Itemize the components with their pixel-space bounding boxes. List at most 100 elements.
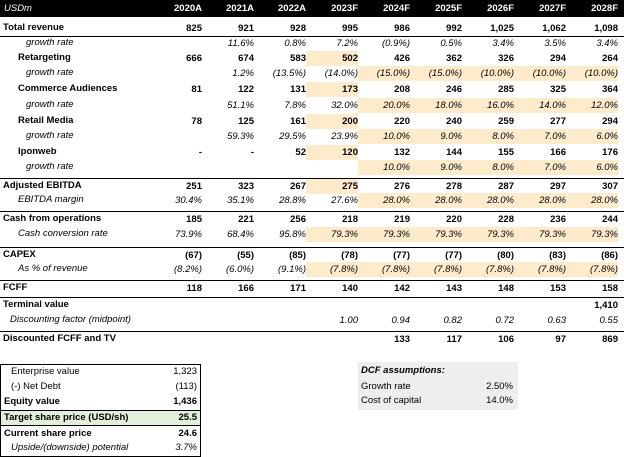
table-cell: 364 [602, 84, 618, 95]
table-cell [150, 36, 202, 51]
unit-label: USDm [4, 3, 32, 14]
row-label: FCFF [3, 282, 28, 293]
row-label: Retail Media [18, 115, 74, 126]
table-cell [358, 298, 410, 313]
table-cell: 0.5% [440, 38, 462, 49]
table-cell: 16.0% [462, 98, 514, 113]
table-cell: (80) [497, 250, 514, 261]
table-cell: (7.8%) [514, 262, 566, 277]
row-label: growth rate [26, 161, 74, 172]
table-cell: 220 [394, 116, 410, 127]
table-cell: 219 [394, 214, 410, 225]
table-cell: 362 [446, 53, 462, 64]
table-cell: 8.0% [462, 129, 514, 144]
table-cell: 285 [498, 84, 514, 95]
table-row: Cash conversion rate 73.9% 68.4% 95.8% 79.3%… [0, 227, 624, 242]
dcf-title: DCF assumptions: [361, 365, 445, 376]
table-cell: 143 [446, 283, 462, 294]
valuation-value: 3.7% [175, 442, 197, 453]
table-cell: 9.0% [410, 129, 462, 144]
row-label: growth rate [26, 99, 74, 110]
table-cell [410, 298, 462, 313]
table-cell: 200 [306, 114, 358, 129]
year-header: 2024F [383, 3, 410, 14]
table-cell [202, 313, 254, 328]
valuation-box: Enterprise value 1,323 (-) Net Debt (113… [0, 364, 201, 457]
table-cell: 995 [342, 23, 358, 34]
table-cell: 0.72 [495, 315, 515, 326]
table-row: As % of revenue (8.2%) (6.0%) (9.1%) (7.8%)(… [0, 262, 624, 277]
table-cell: 79.3% [410, 227, 462, 242]
table-cell: 79.3% [566, 227, 618, 242]
row-label: Terminal value [3, 299, 69, 310]
table-cell: 297 [550, 181, 566, 192]
table-cell: 97 [555, 334, 566, 345]
table-cell: 244 [602, 214, 618, 225]
table-cell: (55) [237, 250, 254, 261]
table-cell: 1,025 [490, 23, 514, 34]
table-cell: 326 [498, 53, 514, 64]
row-label: Adjusted EBITDA [3, 180, 82, 191]
table-header: USDm 2020A 2021A 2022A 2023F 2024F 2025F… [0, 0, 624, 17]
table-cell: 992 [446, 23, 462, 34]
table-cell: (0.9%) [382, 38, 410, 49]
valuation-label: Upside/(downside) potential [11, 442, 129, 453]
table-cell [306, 332, 358, 347]
table-cell: 825 [186, 23, 202, 34]
table-cell: 7.0% [514, 129, 566, 144]
table-cell: (14.0%) [324, 68, 358, 79]
table-row: Adjusted EBITDA 251 323 267 275 276 278 287 297 3… [0, 178, 624, 194]
table-cell: (7.8%) [410, 262, 462, 277]
table-cell: 277 [550, 116, 566, 127]
table-cell: 122 [238, 84, 254, 95]
table-cell [462, 298, 514, 313]
dcf-row: Growth rate 2.50% [361, 381, 515, 392]
table-cell: 125 [238, 116, 254, 127]
table-cell: 161 [290, 116, 306, 127]
year-header: 2022A [278, 3, 306, 14]
table-cell: 140 [342, 283, 358, 294]
table-cell: 426 [394, 53, 410, 64]
table-row: Total revenue 825 921 928 995 986 992 1,025 1,06… [0, 21, 624, 37]
table-cell: 185 [186, 214, 202, 225]
table-cell: 259 [498, 116, 514, 127]
row-label: growth rate [26, 67, 74, 78]
table-cell: 32.0% [331, 100, 358, 111]
table-cell: 132 [394, 147, 410, 158]
valuation-row: Enterprise value 1,323 [1, 365, 200, 380]
row-label: Cash from operations [3, 213, 102, 224]
table-cell: 142 [394, 283, 410, 294]
table-cell: 171 [290, 283, 306, 294]
table-cell: 173 [306, 82, 358, 97]
table-cell [150, 66, 202, 81]
table-cell: 276 [394, 181, 410, 192]
target-price-row: Target share price (USD/sh) 25.5 [1, 410, 200, 426]
year-header: 2026F [487, 3, 514, 14]
table-cell: (86) [601, 250, 618, 261]
table-cell: 928 [290, 23, 306, 34]
valuation-value: 1,323 [173, 366, 197, 377]
table-cell: (10.0%) [462, 66, 514, 81]
table-cell: 35.1% [227, 195, 254, 206]
table-cell [306, 160, 358, 175]
table-cell: 6.0% [566, 129, 618, 144]
table-row: Cash from operations 185 221 256 218 219 220 22… [0, 211, 624, 227]
table-cell: (15.0%) [410, 66, 462, 81]
table-cell: 278 [446, 181, 462, 192]
table-cell: 18.0% [410, 98, 462, 113]
table-cell: 28.0% [514, 193, 566, 208]
table-cell [306, 298, 358, 313]
valuation-label: (-) Net Debt [11, 381, 61, 392]
row-label: Total revenue [3, 22, 65, 33]
dcf-assumptions-box: DCF assumptions: Growth rate 2.50% Cost … [358, 362, 518, 410]
table-cell: 81 [191, 84, 202, 95]
table-cell: (83) [549, 250, 566, 261]
table-cell: 307 [602, 181, 618, 192]
table-cell [254, 298, 306, 313]
valuation-value: (113) [175, 381, 197, 392]
valuation-label: Enterprise value [11, 366, 80, 377]
table-cell: (6.0%) [226, 264, 254, 275]
table-cell: 23.9% [331, 131, 358, 142]
table-cell [254, 160, 306, 175]
table-row: growth rate 11.6% 0.8% 7.2% (0.9%) 0.5% 3.4% 3.… [0, 36, 624, 51]
